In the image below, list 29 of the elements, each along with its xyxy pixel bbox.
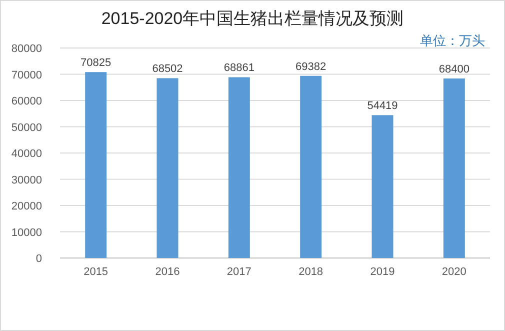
bar bbox=[156, 78, 178, 258]
annotation: 单位：万头 bbox=[420, 33, 485, 48]
y-tick-label: 10000 bbox=[11, 226, 42, 239]
bar bbox=[85, 72, 107, 258]
x-tick-label: 2016 bbox=[155, 266, 180, 278]
data-label: 70825 bbox=[80, 57, 112, 70]
data-label: 68502 bbox=[152, 63, 183, 76]
y-tick-label: 20000 bbox=[11, 200, 42, 212]
y-tick-label: 60000 bbox=[11, 96, 42, 108]
y-tick-label: 80000 bbox=[11, 43, 42, 55]
y-tick-label: 70000 bbox=[11, 69, 42, 82]
x-tick-label: 2017 bbox=[226, 266, 252, 278]
y-tick-label: 40000 bbox=[11, 148, 42, 160]
bar bbox=[300, 76, 322, 258]
bar bbox=[228, 77, 250, 258]
data-label: 68400 bbox=[438, 63, 470, 76]
y-tick-label: 50000 bbox=[11, 122, 42, 134]
x-tick-label: 2020 bbox=[442, 266, 466, 278]
data-label: 68861 bbox=[224, 62, 254, 74]
y-tick-label: 0 bbox=[36, 253, 42, 265]
x-tick-label: 2015 bbox=[84, 266, 108, 278]
bar bbox=[372, 115, 394, 258]
x-tick-label: 2019 bbox=[370, 266, 395, 278]
x-tick-label: 2018 bbox=[298, 266, 324, 278]
bar bbox=[443, 78, 465, 258]
data-label: 69382 bbox=[296, 60, 326, 73]
y-tick-label: 30000 bbox=[11, 174, 42, 186]
chart-title: 2015-2020年中国生猪出栏量情况及预测 bbox=[101, 9, 404, 28]
data-label: 54419 bbox=[367, 100, 398, 112]
